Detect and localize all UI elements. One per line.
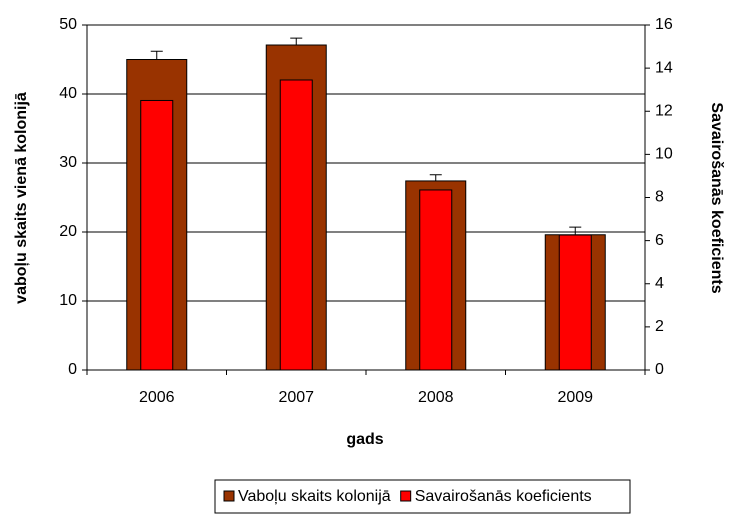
y2-tick-label: 2 [655, 318, 664, 335]
y-tick-label: 10 [59, 292, 77, 309]
y2-tick-label: 8 [655, 189, 664, 206]
bar [279, 79, 313, 371]
y2-tick-label: 16 [655, 16, 673, 33]
y-tick-label: 50 [59, 16, 77, 33]
legend-label: Vaboļu skaits kolonijā [238, 488, 391, 505]
legend-swatch [223, 490, 235, 502]
bar [558, 234, 592, 371]
bar [140, 99, 174, 371]
error-bar [569, 226, 582, 235]
y2-tick-label: 12 [655, 102, 673, 119]
x-tick-label: 2007 [278, 389, 314, 406]
y2-tick-label: 0 [655, 361, 664, 378]
y2-axis-title: Savairošanās koeficients [708, 102, 725, 293]
y2-tick-label: 14 [655, 59, 673, 76]
y-tick-label: 0 [68, 361, 77, 378]
error-bar [150, 50, 163, 60]
y-tick-label: 40 [59, 85, 77, 102]
error-bar [429, 174, 442, 181]
x-tick-label: 2006 [139, 389, 175, 406]
legend-box [214, 479, 631, 514]
y2-tick-label: 4 [655, 275, 664, 292]
y-tick-label: 30 [59, 154, 77, 171]
y-tick-label: 20 [59, 223, 77, 240]
legend-swatch [400, 490, 412, 502]
x-tick-label: 2008 [418, 389, 454, 406]
y-axis-title: vaboļu skaits vienā kolonijā [13, 92, 30, 304]
legend-label: Savairošanās koeficients [415, 488, 592, 505]
x-axis-title: gads [346, 431, 383, 448]
x-tick-label: 2009 [557, 389, 593, 406]
bar [419, 189, 453, 371]
y2-tick-label: 10 [655, 146, 673, 163]
y2-tick-label: 6 [655, 232, 664, 249]
error-bar [290, 37, 303, 46]
